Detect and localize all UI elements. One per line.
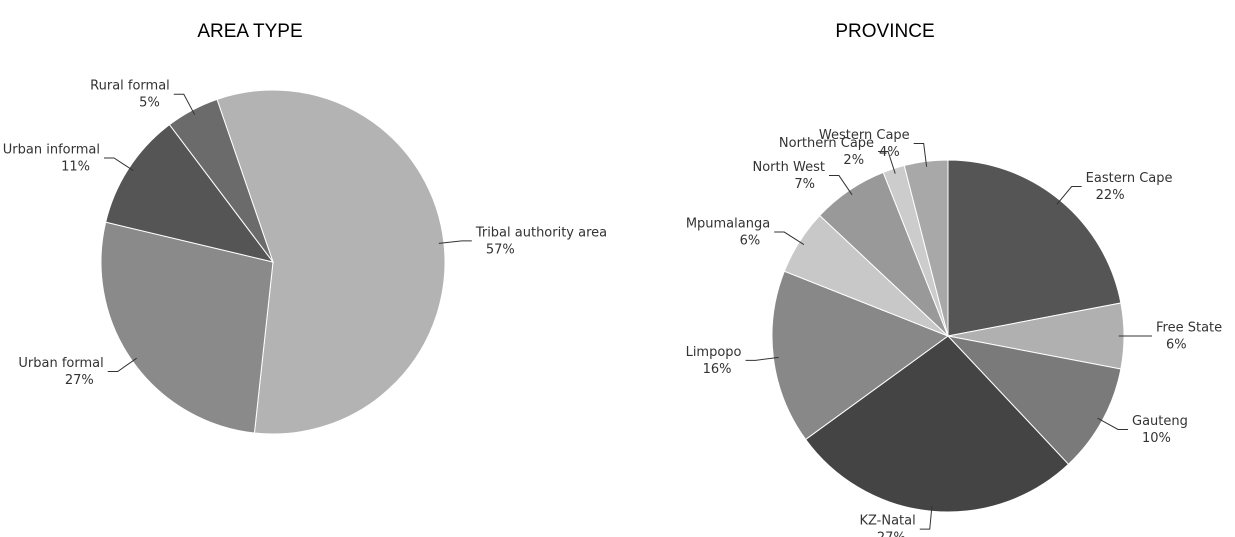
slice-label: Eastern Cape: [1086, 171, 1173, 186]
leader-line: [878, 150, 896, 174]
slice-value-label: 27%: [65, 373, 94, 388]
leader-line: [913, 143, 928, 167]
slice-value-label: 10%: [1142, 431, 1171, 446]
slice-label: KZ-Natal: [859, 514, 915, 529]
chart-title: AREA TYPE: [197, 21, 302, 42]
slice-value-label: 11%: [61, 159, 90, 174]
slice-value-label: 5%: [139, 96, 160, 111]
leader-line: [1056, 186, 1082, 205]
slice-value-label: 2%: [843, 153, 864, 168]
slice-label: North West: [753, 160, 825, 175]
slice-label: Western Cape: [819, 128, 910, 143]
slice-value-label: 57%: [486, 242, 515, 257]
slice-value-label: 7%: [794, 177, 815, 192]
slice-label: Free State: [1156, 321, 1222, 336]
chart-title: PROVINCE: [835, 21, 934, 42]
leader-line: [104, 157, 134, 172]
leader-line: [774, 231, 805, 245]
leader-line: [438, 240, 472, 244]
slice-label: Northern Cape: [779, 136, 874, 151]
leader-line: [107, 357, 137, 373]
slice-label: Rural formal: [90, 79, 170, 94]
slice-value-label: 4%: [879, 145, 900, 160]
slice-value-label: 22%: [1096, 188, 1125, 203]
slice-label: Mpumalanga: [686, 217, 770, 232]
leader-line: [919, 505, 933, 530]
leader-line: [1097, 417, 1129, 430]
slice-value-label: 6%: [740, 234, 761, 249]
slice-label: Urban informal: [3, 142, 100, 157]
slice-label: Tribal authority area: [475, 225, 607, 240]
leader-line: [828, 175, 853, 196]
slice-value-label: 27%: [877, 531, 906, 537]
slice-label: Urban formal: [18, 356, 103, 371]
leader-line: [745, 356, 779, 361]
slice-value-label: 6%: [1166, 338, 1187, 353]
slice-value-label: 16%: [703, 362, 732, 377]
slice-label: Gauteng: [1132, 414, 1188, 429]
leader-line: [173, 93, 196, 115]
slice-label: Limpopo: [686, 345, 742, 360]
